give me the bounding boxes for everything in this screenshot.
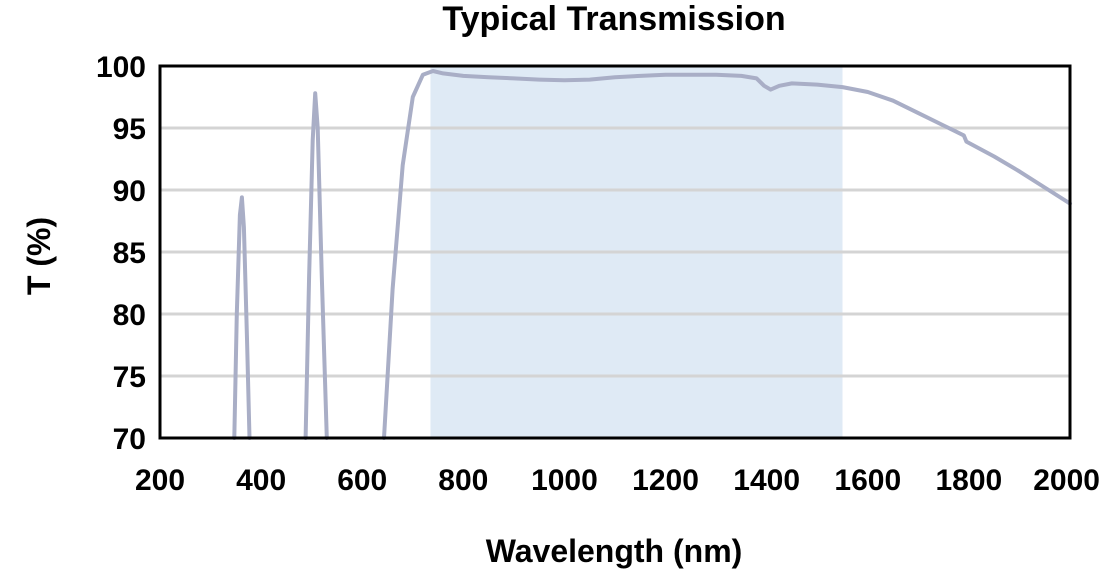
series-group [232,69,1072,440]
y-axis-title: T (%) [21,217,57,295]
series-line-segment [303,91,329,440]
plot-frame [158,64,1072,440]
y-tick-label: 75 [113,361,146,394]
x-tick-label: 2000 [1033,464,1100,497]
series-line-segment [382,69,1072,440]
x-tick-label: 1600 [834,464,901,497]
series-line-segment [232,195,252,440]
x-tick-label: 800 [438,464,488,497]
y-tick-label: 100 [96,51,146,84]
x-tick-label: 1400 [733,464,800,497]
x-tick-label: 200 [135,464,185,497]
y-tick-label: 90 [113,175,146,208]
y-tick-labels: 70 75 80 85 90 95 100 [96,51,146,456]
chart-title: Typical Transmission [442,0,785,38]
y-tick-label: 95 [113,113,146,146]
x-tick-label: 600 [337,464,387,497]
y-tick-label: 80 [113,299,146,332]
x-tick-label: 1800 [936,464,1003,497]
x-tick-label: 400 [236,464,286,497]
x-axis-title: Wavelength (nm) [486,533,743,569]
x-tick-label: 1200 [632,464,699,497]
x-tick-label: 1000 [531,464,598,497]
x-tick-labels: 200 400 600 800 1000 1200 1400 1600 1800 2000 [135,464,1100,497]
y-tick-label: 85 [113,237,146,270]
y-tick-label: 70 [113,423,146,456]
